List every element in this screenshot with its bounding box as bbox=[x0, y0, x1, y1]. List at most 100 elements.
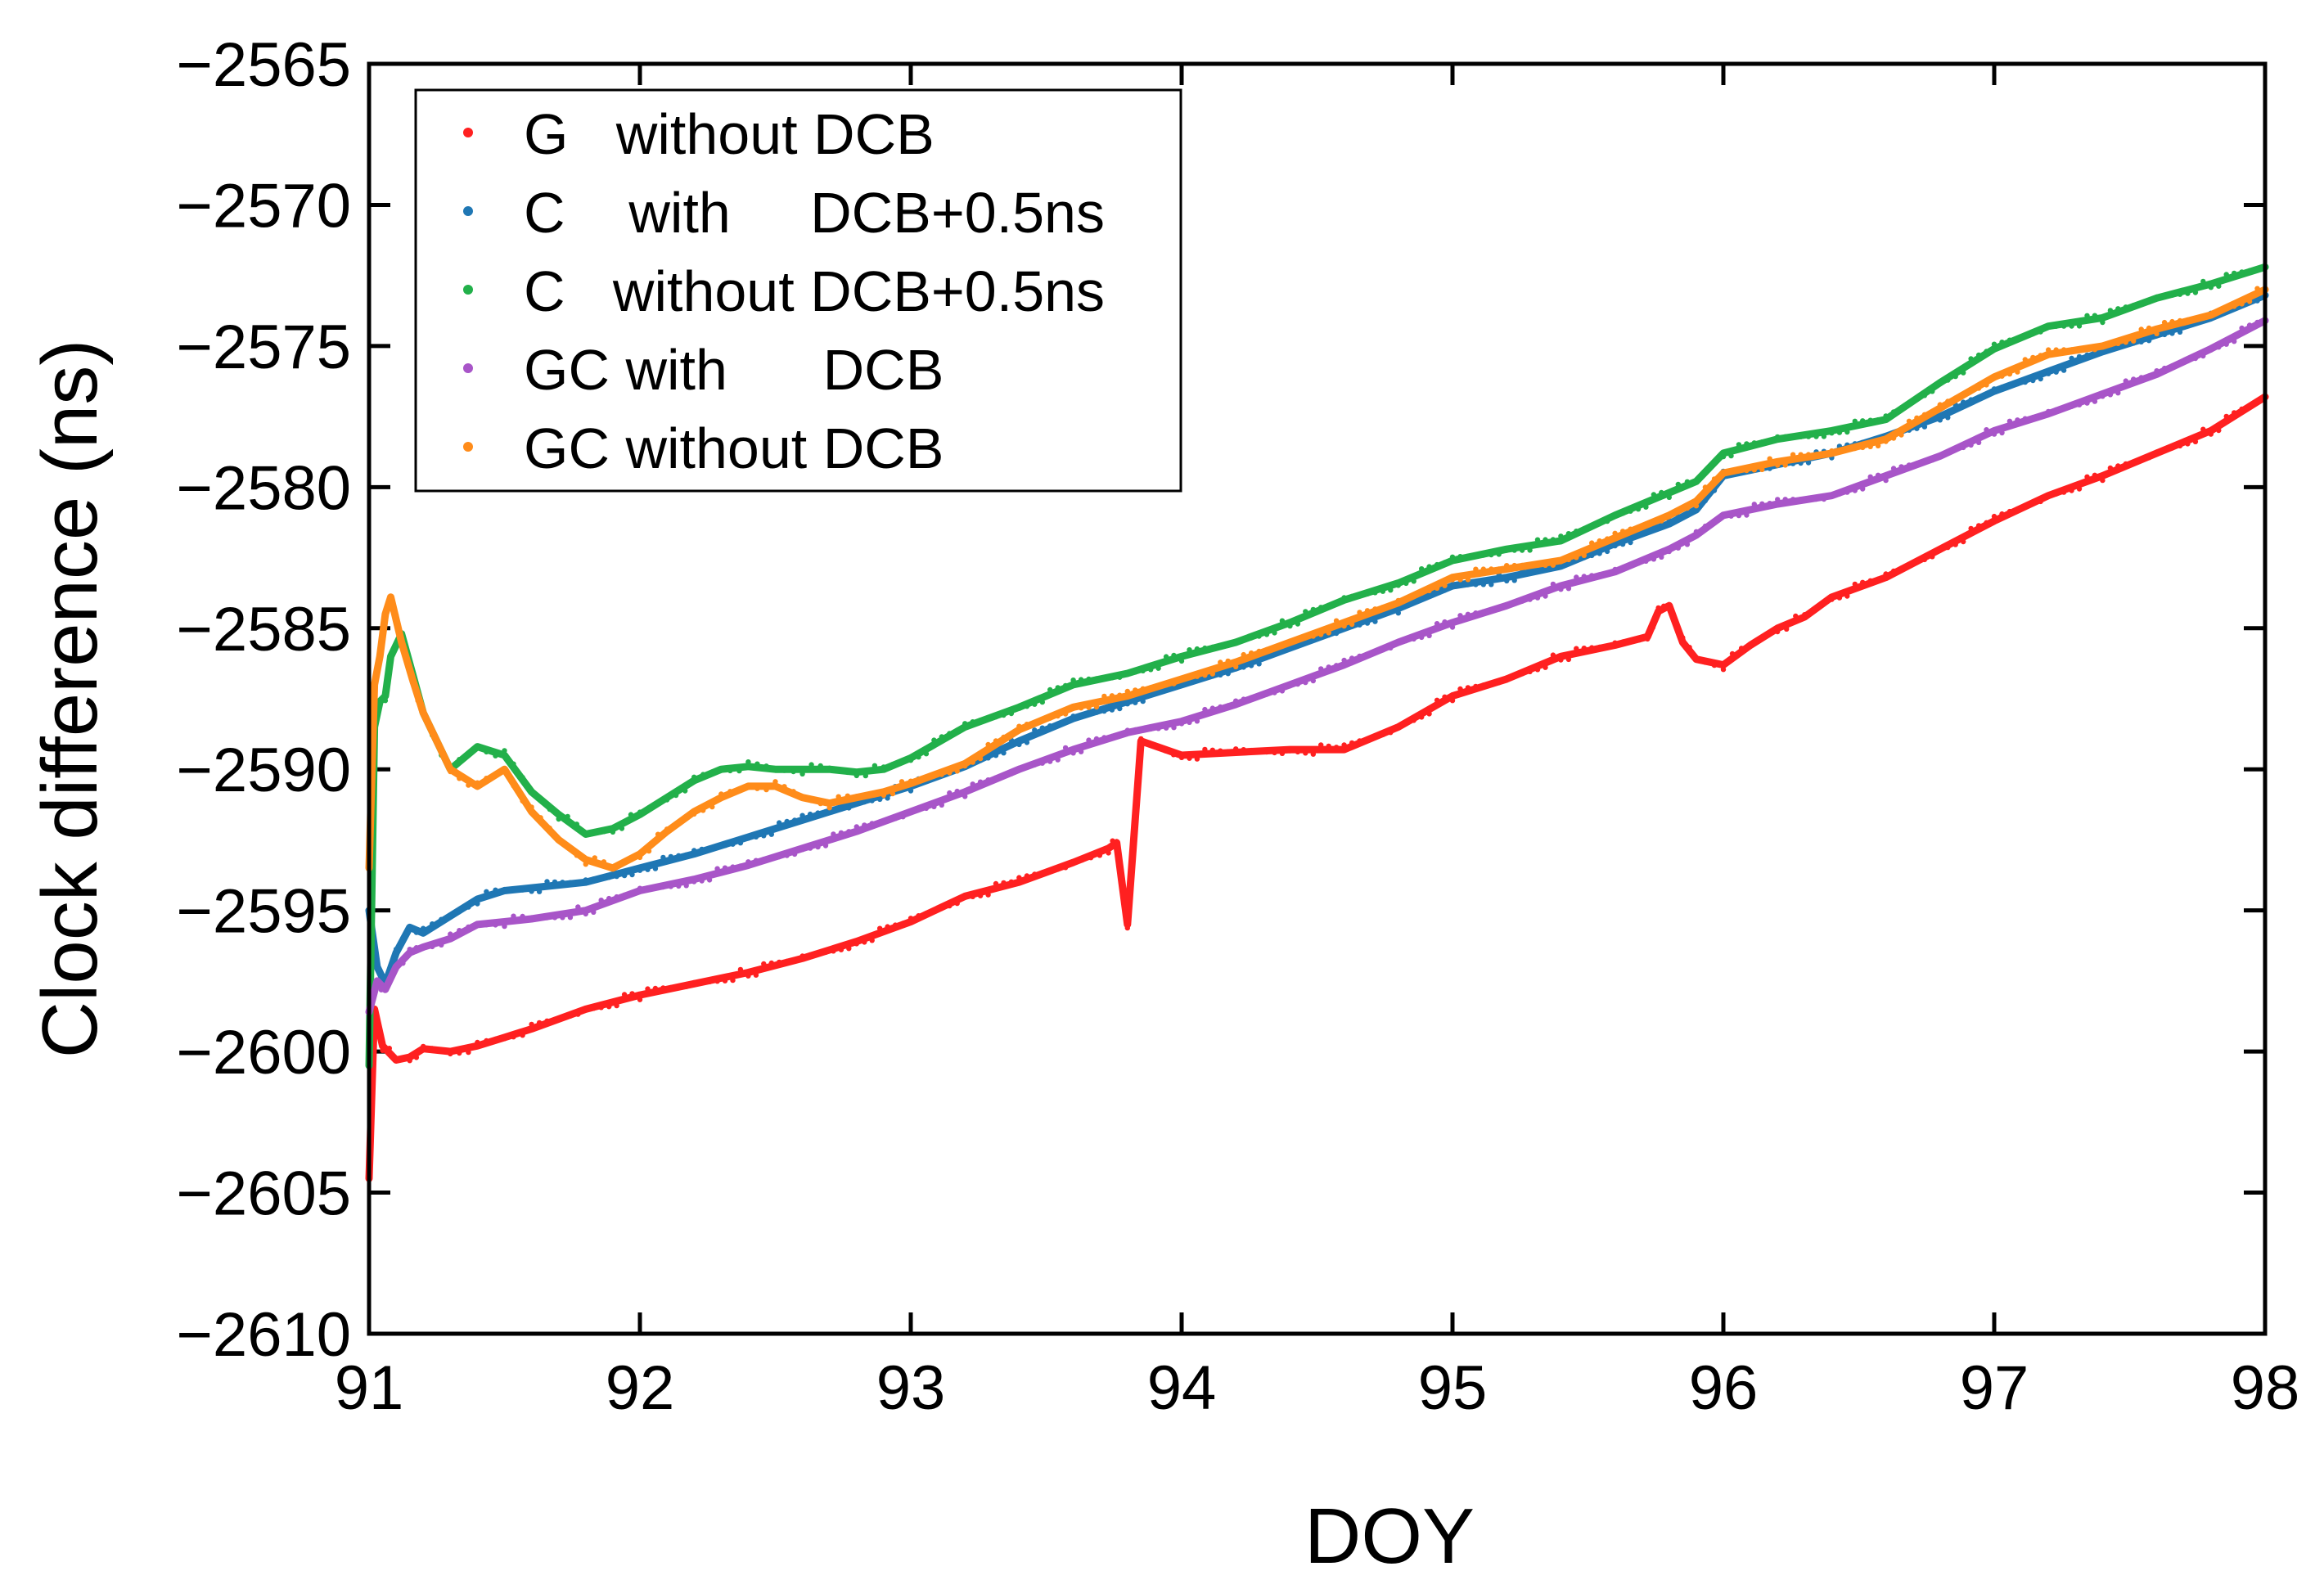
data-point bbox=[1527, 547, 1533, 553]
data-point bbox=[1975, 439, 1982, 445]
data-point bbox=[1619, 565, 1626, 570]
data-point bbox=[520, 887, 525, 893]
data-point bbox=[853, 941, 860, 947]
data-point bbox=[1867, 474, 1873, 479]
data-point bbox=[2115, 390, 2121, 396]
data-point bbox=[583, 862, 588, 867]
data-point bbox=[1991, 341, 1997, 347]
data-point bbox=[1975, 523, 1982, 529]
legend-marker bbox=[463, 285, 473, 295]
legend-marker bbox=[463, 128, 473, 137]
data-point bbox=[1124, 701, 1131, 707]
data-point bbox=[853, 772, 860, 779]
data-point bbox=[772, 779, 778, 785]
data-point bbox=[2069, 403, 2074, 409]
data-point bbox=[1187, 675, 1192, 681]
data-point bbox=[1287, 683, 1293, 689]
data-point bbox=[799, 771, 805, 776]
data-point bbox=[1032, 762, 1038, 767]
data-point bbox=[1110, 838, 1115, 844]
data-point bbox=[1449, 577, 1456, 583]
data-point bbox=[1093, 676, 1100, 682]
data-point bbox=[993, 753, 999, 758]
data-point bbox=[1078, 705, 1084, 711]
data-point bbox=[1434, 621, 1440, 627]
data-point bbox=[1388, 603, 1394, 609]
data-point bbox=[1968, 397, 1974, 403]
x-tick-label: 92 bbox=[606, 1353, 675, 1423]
data-point bbox=[1272, 690, 1277, 695]
data-point bbox=[1070, 705, 1076, 711]
data-point bbox=[404, 658, 410, 664]
data-point bbox=[628, 812, 634, 817]
data-point bbox=[835, 794, 841, 799]
data-point bbox=[1133, 727, 1138, 733]
data-point bbox=[954, 788, 960, 794]
data-point bbox=[2022, 416, 2028, 421]
data-point bbox=[727, 767, 733, 774]
data-point bbox=[407, 925, 412, 932]
data-point bbox=[939, 802, 945, 808]
data-point bbox=[2232, 304, 2237, 309]
data-point bbox=[1984, 382, 1989, 388]
data-point bbox=[1937, 402, 1943, 407]
data-point bbox=[1001, 712, 1007, 718]
data-point bbox=[791, 851, 798, 858]
data-point bbox=[1411, 636, 1416, 642]
data-point bbox=[1395, 639, 1402, 646]
data-point bbox=[2169, 318, 2175, 325]
data-point bbox=[1711, 461, 1718, 466]
series-points bbox=[366, 319, 2260, 1014]
data-point bbox=[862, 939, 867, 945]
data-point bbox=[826, 765, 832, 771]
data-point bbox=[614, 894, 619, 900]
y-axis-title: Clock difference (ns) bbox=[26, 340, 114, 1059]
data-point bbox=[1852, 488, 1858, 493]
data-point bbox=[1759, 501, 1765, 506]
y-tick-label: −2610 bbox=[177, 1300, 351, 1370]
data-point bbox=[826, 805, 832, 811]
data-point bbox=[682, 788, 688, 794]
data-point bbox=[529, 1021, 534, 1028]
data-point bbox=[1511, 600, 1517, 605]
series-trace bbox=[365, 286, 2269, 872]
data-point bbox=[1194, 673, 1200, 679]
data-point bbox=[1062, 682, 1069, 689]
data-point bbox=[1790, 452, 1796, 457]
data-point bbox=[475, 921, 480, 928]
data-point bbox=[2015, 369, 2020, 375]
data-point bbox=[1341, 742, 1347, 748]
data-point bbox=[1829, 448, 1835, 454]
data-point bbox=[1775, 628, 1781, 635]
data-point bbox=[1209, 644, 1216, 650]
data-point bbox=[846, 946, 852, 952]
data-point bbox=[583, 1006, 588, 1012]
data-point bbox=[592, 855, 597, 861]
data-point bbox=[885, 924, 890, 930]
data-point bbox=[1619, 529, 1626, 534]
data-point bbox=[1333, 663, 1340, 668]
data-point bbox=[2115, 340, 2121, 346]
data-point bbox=[1914, 425, 1920, 431]
data-point bbox=[1225, 703, 1231, 709]
data-point bbox=[583, 877, 588, 883]
data-point bbox=[1209, 705, 1216, 711]
data-point bbox=[1702, 659, 1709, 665]
data-point bbox=[1419, 566, 1425, 572]
data-point bbox=[1680, 635, 1686, 641]
data-point bbox=[598, 876, 604, 881]
data-point bbox=[668, 853, 673, 860]
data-point bbox=[1218, 704, 1223, 710]
data-point bbox=[502, 886, 507, 893]
data-point bbox=[2200, 426, 2206, 432]
data-point bbox=[872, 792, 878, 798]
data-point bbox=[2154, 368, 2160, 374]
data-point bbox=[1961, 370, 1966, 376]
data-point bbox=[1635, 560, 1642, 566]
data-point bbox=[457, 928, 462, 934]
data-point bbox=[1813, 434, 1819, 439]
data-point bbox=[1248, 650, 1254, 656]
data-point bbox=[1489, 551, 1494, 558]
data-point bbox=[1914, 415, 1920, 421]
data-point bbox=[1062, 745, 1069, 751]
